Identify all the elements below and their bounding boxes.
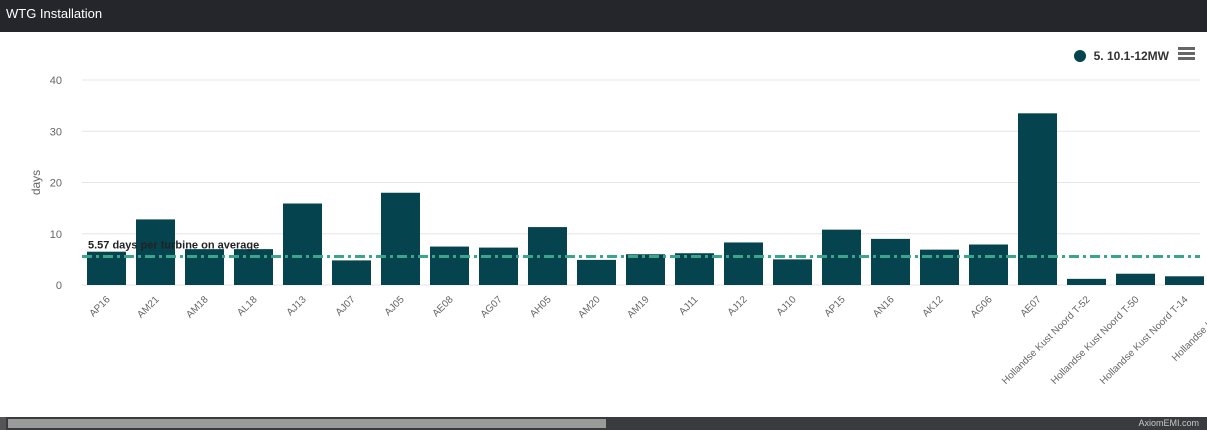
bar	[1116, 273, 1155, 285]
x-tick-label: AG07	[479, 294, 505, 320]
bar	[920, 249, 959, 285]
bar	[871, 238, 910, 285]
x-tick-label: AP16	[88, 294, 113, 319]
page-title: WTG Installation	[6, 6, 103, 21]
credit-label: AxiomEMI.com	[1138, 418, 1199, 428]
bar	[969, 244, 1008, 285]
bar	[1165, 276, 1204, 285]
x-tick-label: AN16	[871, 294, 897, 320]
bar	[283, 203, 322, 285]
scrollbar-thumb[interactable]	[8, 419, 606, 428]
x-tick-label: AG06	[969, 294, 995, 320]
legend-dot-icon	[1073, 50, 1086, 62]
x-tick-label: AP15	[823, 294, 848, 319]
scrollbar-left-end	[0, 417, 6, 430]
y-tick-label: 10	[50, 229, 62, 241]
x-tick-label: AM20	[576, 294, 603, 321]
bar	[724, 242, 763, 285]
y-tick-label: 0	[56, 280, 62, 292]
x-tick-label: AL18	[235, 294, 260, 319]
bar	[675, 253, 714, 285]
bar	[626, 254, 665, 285]
bar	[479, 247, 518, 285]
bar	[234, 249, 273, 285]
title-bar: WTG Installation	[0, 0, 1207, 32]
legend-item[interactable]: 5. 10.1-12MW	[1073, 49, 1169, 63]
bar	[1067, 278, 1106, 285]
bar	[430, 246, 469, 285]
x-tick-label: AJ10	[775, 294, 799, 318]
x-tick-label: AM18	[184, 294, 211, 321]
x-tick-label: AJ13	[285, 294, 309, 318]
bar	[577, 259, 616, 285]
x-tick-label: AJ11	[677, 294, 701, 318]
y-tick-label: 40	[50, 75, 62, 87]
x-tick-label: AH05	[528, 294, 554, 320]
x-tick-label: Hollandse Kust Noord T-14	[1098, 294, 1191, 387]
x-tick-label: AJ05	[383, 294, 407, 318]
bar	[1018, 113, 1057, 285]
y-tick-label: 20	[50, 178, 62, 190]
bar	[185, 249, 224, 285]
horizontal-scrollbar[interactable]: AxiomEMI.com	[0, 417, 1207, 430]
average-label: 5.57 days per turbine on average	[88, 239, 259, 251]
x-tick-label: AM21	[135, 294, 162, 321]
y-axis-label: days	[29, 170, 43, 195]
x-tick-label: AE07	[1019, 294, 1044, 319]
bar	[136, 219, 175, 285]
hamburger-menu-icon[interactable]	[1178, 47, 1195, 61]
x-tick-label: Hollandse Kust Noord T-52	[1000, 294, 1093, 387]
bar	[381, 192, 420, 285]
y-tick-label: 30	[50, 126, 62, 138]
x-tick-label: Hollandse Kust Noord T-50	[1049, 294, 1142, 387]
x-tick-label: AE08	[431, 294, 456, 319]
x-tick-label: AJ12	[726, 294, 750, 318]
bar	[773, 259, 812, 285]
bar	[332, 260, 371, 285]
x-tick-label: AK12	[921, 294, 946, 319]
legend-label: 5. 10.1-12MW	[1093, 49, 1169, 63]
x-tick-label: AJ07	[334, 294, 358, 318]
bar-chart: 0 10 20 30 40 days 5.57 days per turbine on av…	[29, 75, 1207, 387]
x-tick-label: AM19	[625, 294, 652, 321]
